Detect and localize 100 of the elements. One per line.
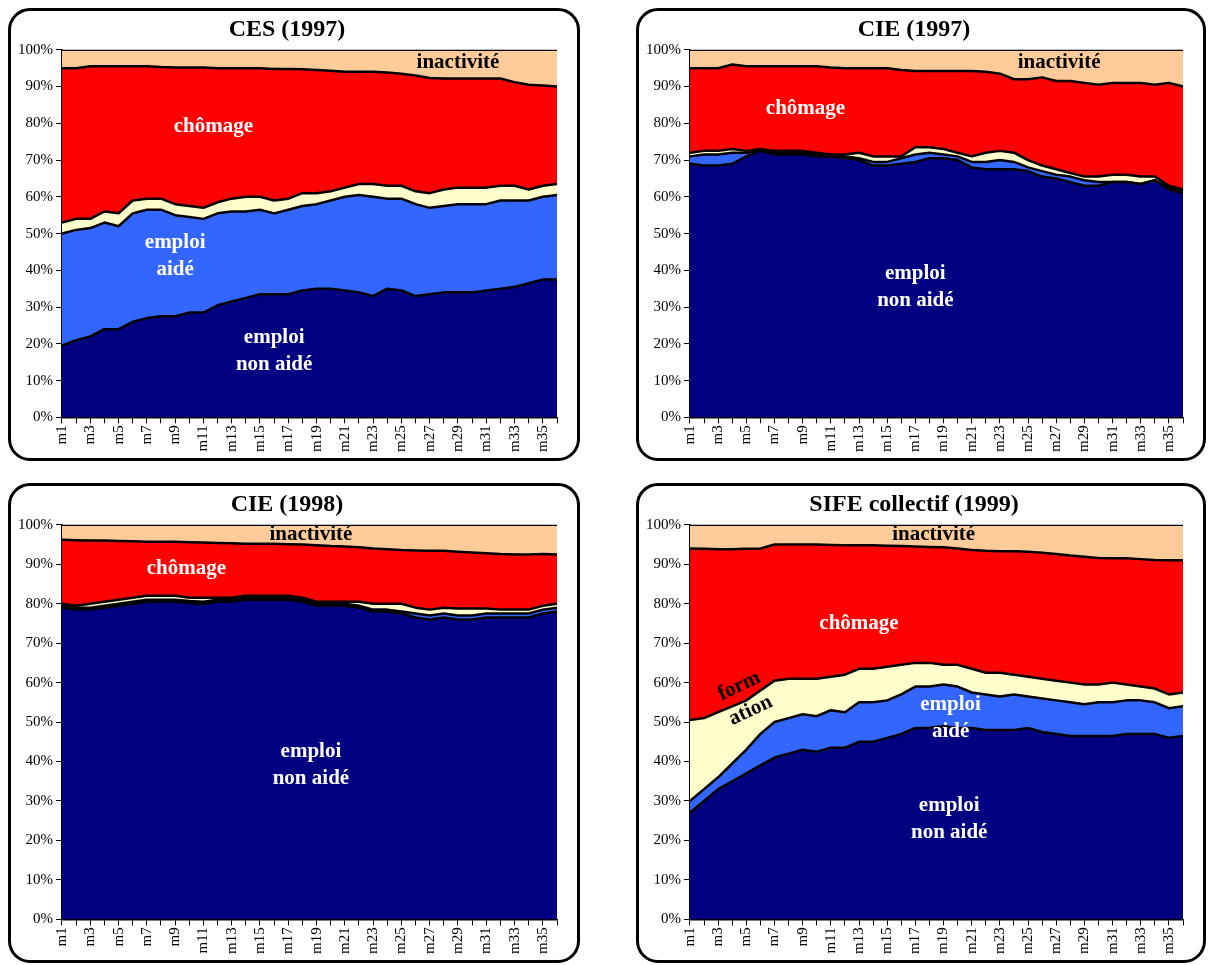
y-tick-label: 90% [653,555,681,572]
y-tick-label: 80% [653,594,681,611]
y-tick-label: 40% [653,261,681,278]
y-tick-label: 100% [646,40,681,57]
x-tick-label: m25 [392,927,409,954]
x-tick-label: m31 [477,425,494,452]
x-tick-label: m7 [765,424,782,445]
y-tick-label: 40% [653,752,681,769]
y-tick-label: 50% [25,224,53,241]
x-tick-label: m13 [222,927,239,954]
x-tick-label: m5 [737,927,754,947]
y-tick-label: 60% [653,673,681,690]
x-tick-label: m13 [849,425,866,452]
x-tick-label: m19 [307,927,324,954]
x-tick-label: m9 [793,927,810,947]
x-tick-label: m35 [1159,927,1176,954]
x-tick-label: m15 [878,425,895,452]
x-tick-label: m33 [1131,425,1148,452]
y-tick-label: 90% [653,77,681,94]
x-tick-label: m35 [533,425,550,452]
y-tick-label: 70% [25,151,53,167]
x-tick-label: m33 [505,927,522,954]
y-tick-label: 30% [25,298,53,315]
x-tick-label: m35 [533,927,550,954]
x-tick-label: m15 [250,425,267,452]
chart-title: CIE (1998) [230,489,344,516]
series-label: emploi non aidé [877,259,954,311]
x-tick-label: m21 [335,425,352,452]
chart-title: CES (1997) [228,14,346,41]
series-label: emploi non aidé [910,791,988,843]
series-label: chômage [819,609,899,634]
x-tick-label: m21 [962,425,979,452]
y-tick-label: 20% [653,831,681,848]
x-tick-label: m25 [1018,425,1035,452]
x-tick-label: m29 [1075,425,1092,452]
y-tick-label: 50% [653,224,681,241]
x-tick-label: m5 [109,927,126,947]
x-tick-label: m3 [709,927,726,947]
x-tick-label: m13 [849,927,866,954]
x-tick-label: m25 [392,425,409,452]
x-tick-label: m27 [1047,424,1064,452]
y-tick-label: 100% [646,515,681,532]
series-label: inactivité [269,521,353,546]
x-tick-label: m23 [364,927,381,954]
x-tick-label: m23 [990,425,1007,452]
series-label: emploi non aidé [235,324,313,376]
x-tick-label: m27 [1047,926,1064,954]
series-label: chômage [146,554,227,579]
x-tick-label: m21 [335,927,352,954]
x-tick-label: m19 [307,425,324,452]
x-tick-label: m9 [793,425,810,445]
x-tick-label: m35 [1159,425,1176,452]
series-label: emploi aidé [920,691,982,743]
y-tick-label: 10% [25,371,53,388]
series-label: inactivité [1017,48,1101,73]
x-tick-label: m1 [680,425,697,445]
x-tick-label: m7 [137,926,154,947]
y-tick-label: 10% [653,371,681,388]
x-tick-label: m19 [934,425,951,452]
y-tick-label: 40% [25,261,53,278]
x-tick-label: m13 [222,425,239,452]
x-tick-label: m11 [194,927,211,954]
y-tick-label: 80% [25,114,53,131]
y-tick-label: 20% [25,334,53,351]
y-tick-label: 100% [18,515,53,532]
x-tick-label: m7 [765,926,782,947]
x-tick-label: m11 [821,927,838,954]
x-tick-label: m21 [962,927,979,954]
y-tick-label: 60% [653,187,681,204]
x-tick-label: m27 [420,926,437,954]
x-tick-label: m31 [1103,927,1120,954]
y-tick-label: 40% [25,752,53,769]
x-tick-label: m11 [194,425,211,452]
y-tick-label: 0% [33,910,53,927]
x-tick-label: m27 [420,424,437,452]
y-tick-label: 20% [653,334,681,351]
y-tick-label: 70% [25,634,53,651]
series-label: chômage [765,95,846,120]
series-label: inactivité [416,48,500,73]
y-tick-label: 60% [25,673,53,690]
x-tick-label: m19 [934,927,951,954]
y-tick-label: 90% [25,555,53,572]
x-tick-label: m15 [878,927,895,954]
y-tick-label: 30% [653,298,681,315]
x-tick-label: m17 [279,424,296,452]
x-tick-label: m3 [709,425,726,445]
x-tick-label: m5 [737,425,754,445]
x-tick-label: m3 [81,927,98,947]
y-tick-label: 20% [25,831,53,848]
x-tick-label: m1 [680,927,697,947]
x-tick-label: m25 [1018,927,1035,954]
y-tick-label: 80% [653,114,681,131]
x-tick-label: m29 [448,425,465,452]
x-tick-label: m5 [109,425,126,445]
x-tick-label: m7 [137,424,154,445]
x-tick-label: m33 [1131,927,1148,954]
x-tick-label: m29 [1075,927,1092,954]
x-tick-label: m31 [1103,425,1120,452]
y-tick-label: 0% [33,408,53,425]
y-tick-label: 30% [25,791,53,808]
